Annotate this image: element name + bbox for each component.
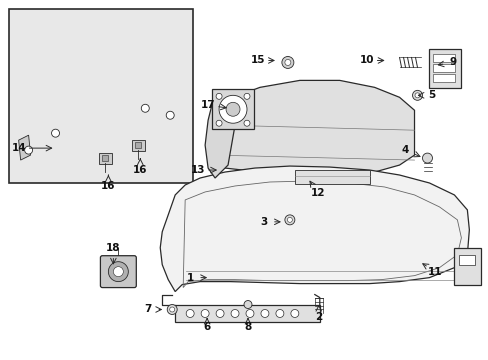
Circle shape: [244, 120, 249, 126]
Circle shape: [216, 93, 222, 99]
Polygon shape: [428, 49, 461, 88]
FancyBboxPatch shape: [135, 142, 141, 148]
Text: 17: 17: [201, 100, 215, 110]
Polygon shape: [453, 248, 480, 285]
Polygon shape: [213, 80, 414, 175]
FancyBboxPatch shape: [100, 256, 136, 288]
Text: 6: 6: [203, 323, 210, 332]
Circle shape: [51, 129, 60, 137]
Text: 16: 16: [133, 165, 147, 175]
Circle shape: [287, 217, 292, 222]
Circle shape: [412, 90, 422, 100]
Circle shape: [108, 262, 128, 282]
FancyBboxPatch shape: [432, 64, 454, 72]
Circle shape: [281, 57, 293, 68]
Text: 11: 11: [427, 267, 442, 276]
Circle shape: [225, 102, 240, 116]
FancyBboxPatch shape: [175, 305, 319, 323]
Circle shape: [275, 310, 284, 318]
FancyBboxPatch shape: [102, 155, 108, 161]
Text: 15: 15: [250, 55, 264, 66]
Circle shape: [113, 267, 123, 276]
Circle shape: [141, 104, 149, 112]
Circle shape: [244, 301, 251, 309]
Text: 1: 1: [186, 273, 193, 283]
Text: 9: 9: [449, 58, 456, 67]
Text: 3: 3: [260, 217, 267, 227]
Circle shape: [166, 111, 174, 119]
FancyBboxPatch shape: [132, 140, 144, 150]
Circle shape: [219, 95, 246, 123]
Circle shape: [216, 120, 222, 126]
Circle shape: [245, 310, 253, 318]
Circle shape: [216, 310, 224, 318]
Text: 5: 5: [427, 90, 434, 100]
Text: 8: 8: [244, 323, 251, 332]
Text: 16: 16: [101, 181, 115, 191]
Text: 7: 7: [144, 305, 152, 315]
FancyBboxPatch shape: [99, 153, 112, 163]
Circle shape: [422, 153, 431, 163]
FancyBboxPatch shape: [9, 9, 193, 183]
Circle shape: [230, 310, 239, 318]
Text: 4: 4: [401, 145, 408, 155]
Text: 12: 12: [310, 188, 325, 198]
FancyBboxPatch shape: [458, 255, 474, 265]
Circle shape: [285, 59, 290, 66]
Text: 10: 10: [359, 55, 373, 66]
FancyBboxPatch shape: [432, 54, 454, 62]
Circle shape: [201, 310, 209, 318]
Circle shape: [261, 310, 268, 318]
Text: 18: 18: [106, 243, 121, 253]
Text: 13: 13: [190, 165, 205, 175]
Polygon shape: [204, 95, 235, 178]
FancyBboxPatch shape: [294, 170, 369, 184]
FancyBboxPatch shape: [432, 75, 454, 82]
Circle shape: [24, 146, 33, 154]
Circle shape: [290, 310, 298, 318]
Text: 2: 2: [315, 312, 322, 323]
Circle shape: [167, 305, 177, 315]
Circle shape: [285, 215, 294, 225]
Text: 14: 14: [11, 143, 26, 153]
Polygon shape: [160, 166, 468, 292]
FancyBboxPatch shape: [212, 89, 253, 129]
Polygon shape: [19, 135, 31, 160]
Circle shape: [414, 93, 419, 98]
Circle shape: [186, 310, 194, 318]
Circle shape: [244, 93, 249, 99]
Circle shape: [169, 307, 174, 312]
